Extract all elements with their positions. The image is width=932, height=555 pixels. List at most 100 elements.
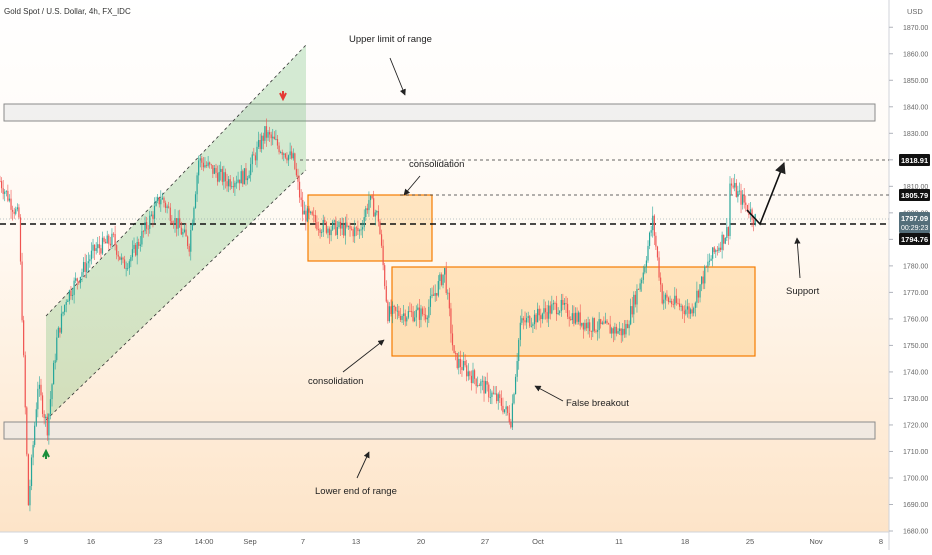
- candle-body: [626, 323, 629, 329]
- candle-body: [522, 318, 525, 321]
- candle-body: [183, 229, 186, 232]
- candle-body: [538, 308, 540, 316]
- candle-body: [175, 218, 178, 229]
- candle-body: [250, 164, 252, 176]
- candle-body: [516, 361, 518, 377]
- candle-body: [16, 207, 18, 210]
- candle-body: [92, 244, 94, 251]
- candle-body: [535, 314, 537, 323]
- time-tick-label: 13: [352, 537, 360, 546]
- candle-body: [62, 311, 64, 314]
- candle-body: [612, 328, 614, 334]
- time-tick-label: 11: [615, 537, 623, 546]
- candle-body: [715, 250, 717, 253]
- price-tick-label: 1850.00: [903, 78, 928, 85]
- candle-body: [341, 224, 343, 229]
- consolidation-box-1[interactable]: [307, 194, 433, 262]
- candle-body: [521, 318, 523, 323]
- candle-body: [362, 227, 364, 230]
- projection-path[interactable]: [746, 161, 786, 226]
- candle-body: [406, 317, 408, 322]
- candle-body: [415, 309, 417, 318]
- sell-arrow-icon: [279, 91, 287, 102]
- candle-body: [336, 227, 339, 235]
- candle-body: [136, 241, 138, 256]
- candle-body: [216, 172, 219, 182]
- candle-body: [466, 365, 468, 377]
- candle-body: [150, 214, 152, 216]
- candle-body: [745, 202, 747, 205]
- candle-body: [139, 244, 141, 246]
- support-arrow: [794, 237, 801, 279]
- candle-body: [642, 272, 644, 280]
- candle-body: [380, 234, 383, 246]
- candle-body: [604, 320, 607, 324]
- candle-body: [437, 281, 439, 296]
- candle-body: [590, 331, 592, 332]
- time-tick-label: 20: [417, 537, 425, 546]
- candle-body: [291, 151, 293, 159]
- candle-body: [317, 229, 320, 231]
- false-breakout-arrow: [534, 385, 564, 402]
- candle-body: [65, 301, 67, 305]
- candle-body: [486, 381, 488, 385]
- candle-body: [264, 126, 266, 141]
- candle-body: [606, 320, 608, 324]
- target-price-text: 1818.91: [901, 156, 928, 165]
- time-tick-label: 25: [746, 537, 754, 546]
- candle-body: [417, 307, 419, 310]
- upper-limit-arrow: [389, 57, 406, 96]
- candle-body: [734, 182, 736, 188]
- candle-body: [344, 222, 346, 236]
- candle-body: [284, 153, 286, 158]
- candle-body: [685, 309, 687, 315]
- candle-body: [395, 306, 397, 311]
- candle-body: [445, 268, 447, 293]
- candle-body: [491, 392, 493, 397]
- candle-body: [537, 308, 539, 323]
- candle-body: [327, 228, 329, 233]
- candle-body: [448, 292, 450, 309]
- candle-body: [53, 362, 55, 385]
- candle-body: [677, 302, 679, 304]
- candle-body: [403, 313, 405, 316]
- candle-body: [235, 182, 238, 184]
- candle-body: [98, 244, 100, 249]
- price-tick-label: 1760.00: [903, 316, 928, 323]
- candle-body: [704, 266, 706, 284]
- candle-body: [13, 211, 15, 214]
- support-label: Support: [786, 286, 820, 297]
- ascending-channel[interactable]: [46, 45, 306, 420]
- candle-body: [456, 353, 458, 368]
- candle-body: [246, 178, 249, 181]
- candle-body: [693, 307, 695, 314]
- time-tick-label: 7: [301, 537, 305, 546]
- candle-body: [571, 313, 573, 321]
- candle-body: [458, 358, 460, 368]
- candle-body: [358, 230, 361, 232]
- candle-body: [701, 276, 703, 285]
- candle-body: [565, 302, 567, 304]
- price-tick-label: 1840.00: [903, 104, 928, 111]
- time-tick-label: 9: [24, 537, 28, 546]
- candle-body: [429, 296, 432, 307]
- candle-body: [254, 155, 257, 161]
- candle-body: [688, 306, 690, 314]
- candle-body: [298, 181, 301, 198]
- candle-body: [442, 274, 444, 286]
- candle-body: [46, 416, 48, 436]
- candle-body: [664, 294, 666, 300]
- candle-body: [379, 221, 381, 235]
- lower-range-zone[interactable]: [3, 421, 876, 440]
- candle-body: [546, 312, 548, 319]
- candle-body: [32, 444, 34, 458]
- candle-body: [226, 181, 228, 187]
- candle-body: [242, 171, 244, 185]
- candle-body: [84, 262, 86, 272]
- candle-body: [598, 319, 600, 331]
- candle-body: [213, 168, 216, 174]
- candle-body: [526, 317, 528, 323]
- candle-body: [305, 210, 307, 222]
- upper-range-zone[interactable]: [3, 103, 876, 122]
